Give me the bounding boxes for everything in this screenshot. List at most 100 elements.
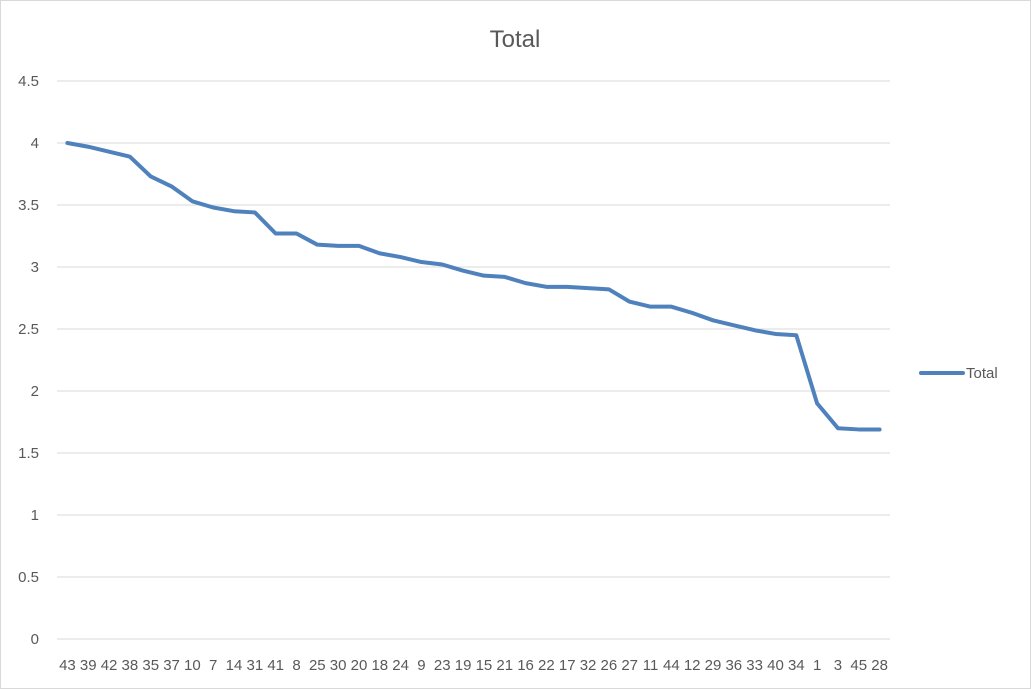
x-tick-label: 23 bbox=[434, 657, 451, 674]
y-tick-label: 2.5 bbox=[18, 321, 39, 338]
x-tick-label: 28 bbox=[871, 657, 888, 674]
x-tick-label: 12 bbox=[684, 657, 701, 674]
data-point bbox=[607, 287, 611, 291]
data-point bbox=[357, 244, 361, 248]
x-tick-label: 21 bbox=[496, 657, 513, 674]
x-tick-label: 26 bbox=[601, 657, 618, 674]
data-point bbox=[732, 323, 736, 327]
data-point bbox=[294, 232, 298, 236]
data-point bbox=[419, 260, 423, 264]
data-point bbox=[86, 145, 90, 149]
data-point bbox=[628, 300, 632, 304]
x-tick-label: 31 bbox=[246, 657, 263, 674]
legend-label: Total bbox=[966, 365, 998, 382]
x-tick-label: 16 bbox=[517, 657, 534, 674]
data-point bbox=[649, 305, 653, 309]
data-point bbox=[128, 155, 132, 159]
x-tick-label: 34 bbox=[788, 657, 805, 674]
data-point bbox=[378, 251, 382, 255]
x-tick-label: 45 bbox=[850, 657, 867, 674]
data-point bbox=[794, 333, 798, 337]
x-tick-label: 20 bbox=[351, 657, 368, 674]
x-tick-label: 36 bbox=[725, 657, 742, 674]
data-point bbox=[232, 209, 236, 213]
x-tick-label: 43 bbox=[59, 657, 76, 674]
x-tick-label: 30 bbox=[330, 657, 347, 674]
x-tick-label: 39 bbox=[80, 657, 97, 674]
x-tick-label: 41 bbox=[267, 657, 284, 674]
x-tick-label: 25 bbox=[309, 657, 326, 674]
y-tick-label: 1 bbox=[31, 507, 39, 524]
x-tick-label: 19 bbox=[455, 657, 472, 674]
data-point bbox=[315, 243, 319, 247]
x-tick-label: 37 bbox=[163, 657, 180, 674]
y-tick-label: 1.5 bbox=[18, 445, 39, 462]
x-tick-label: 33 bbox=[746, 657, 763, 674]
x-tick-label: 29 bbox=[705, 657, 722, 674]
x-tick-label: 38 bbox=[122, 657, 139, 674]
data-point bbox=[482, 274, 486, 278]
data-point bbox=[857, 427, 861, 431]
y-tick-label: 0 bbox=[31, 631, 39, 648]
x-tick-label: 22 bbox=[538, 657, 555, 674]
data-point bbox=[565, 285, 569, 289]
data-point bbox=[753, 328, 757, 332]
data-point bbox=[211, 205, 215, 209]
data-point bbox=[690, 311, 694, 315]
x-tick-label: 40 bbox=[767, 657, 784, 674]
x-tick-label: 7 bbox=[209, 657, 217, 674]
x-tick-label: 15 bbox=[476, 657, 493, 674]
legend: Total bbox=[919, 365, 998, 382]
data-point bbox=[878, 427, 882, 431]
x-tick-label: 32 bbox=[580, 657, 597, 674]
data-point bbox=[544, 285, 548, 289]
x-tick-label: 9 bbox=[417, 657, 425, 674]
x-tick-label: 8 bbox=[292, 657, 300, 674]
y-tick-label: 3.5 bbox=[18, 197, 39, 214]
data-point bbox=[711, 318, 715, 322]
data-point bbox=[836, 426, 840, 430]
x-tick-label: 24 bbox=[392, 657, 409, 674]
data-point bbox=[773, 332, 777, 336]
data-point bbox=[586, 286, 590, 290]
data-point bbox=[669, 305, 673, 309]
data-point bbox=[399, 255, 403, 259]
data-point bbox=[440, 263, 444, 267]
data-point bbox=[274, 232, 278, 236]
x-tick-label: 10 bbox=[184, 657, 201, 674]
x-tick-label: 11 bbox=[643, 657, 659, 674]
y-tick-label: 3 bbox=[31, 259, 39, 276]
data-point bbox=[815, 401, 819, 405]
data-point bbox=[461, 269, 465, 273]
data-point bbox=[170, 184, 174, 188]
data-point bbox=[524, 281, 528, 285]
x-tick-label: 3 bbox=[834, 657, 842, 674]
y-tick-label: 2 bbox=[31, 383, 39, 400]
data-point bbox=[503, 275, 507, 279]
x-tick-label: 42 bbox=[101, 657, 118, 674]
y-tick-label: 0.5 bbox=[18, 569, 39, 586]
data-point bbox=[149, 174, 153, 178]
x-tick-label: 44 bbox=[663, 657, 680, 674]
x-tick-label: 35 bbox=[142, 657, 159, 674]
x-tick-label: 17 bbox=[559, 657, 576, 674]
x-tick-label: 1 bbox=[813, 657, 821, 674]
data-point bbox=[190, 199, 194, 203]
x-tick-label: 27 bbox=[621, 657, 638, 674]
chart-title: Total bbox=[490, 26, 541, 53]
series-layer bbox=[65, 141, 882, 432]
data-point bbox=[107, 150, 111, 154]
data-point bbox=[65, 141, 69, 145]
x-tick-label: 18 bbox=[371, 657, 388, 674]
y-axis: 0 0.5 1 1.5 2 2.5 3 3.5 4 4.5 bbox=[18, 73, 39, 648]
x-axis: 43 39 42 38 35 37 10 7 14 31 41 8 25 30 20 18 24 9 23 19 15 2… bbox=[59, 657, 888, 674]
data-point bbox=[253, 210, 257, 214]
series-line-total bbox=[65, 141, 882, 432]
y-tick-label: 4.5 bbox=[18, 73, 39, 90]
x-tick-label: 14 bbox=[226, 657, 243, 674]
gridlines bbox=[57, 80, 890, 640]
data-point bbox=[336, 244, 340, 248]
y-tick-label: 4 bbox=[31, 135, 39, 152]
